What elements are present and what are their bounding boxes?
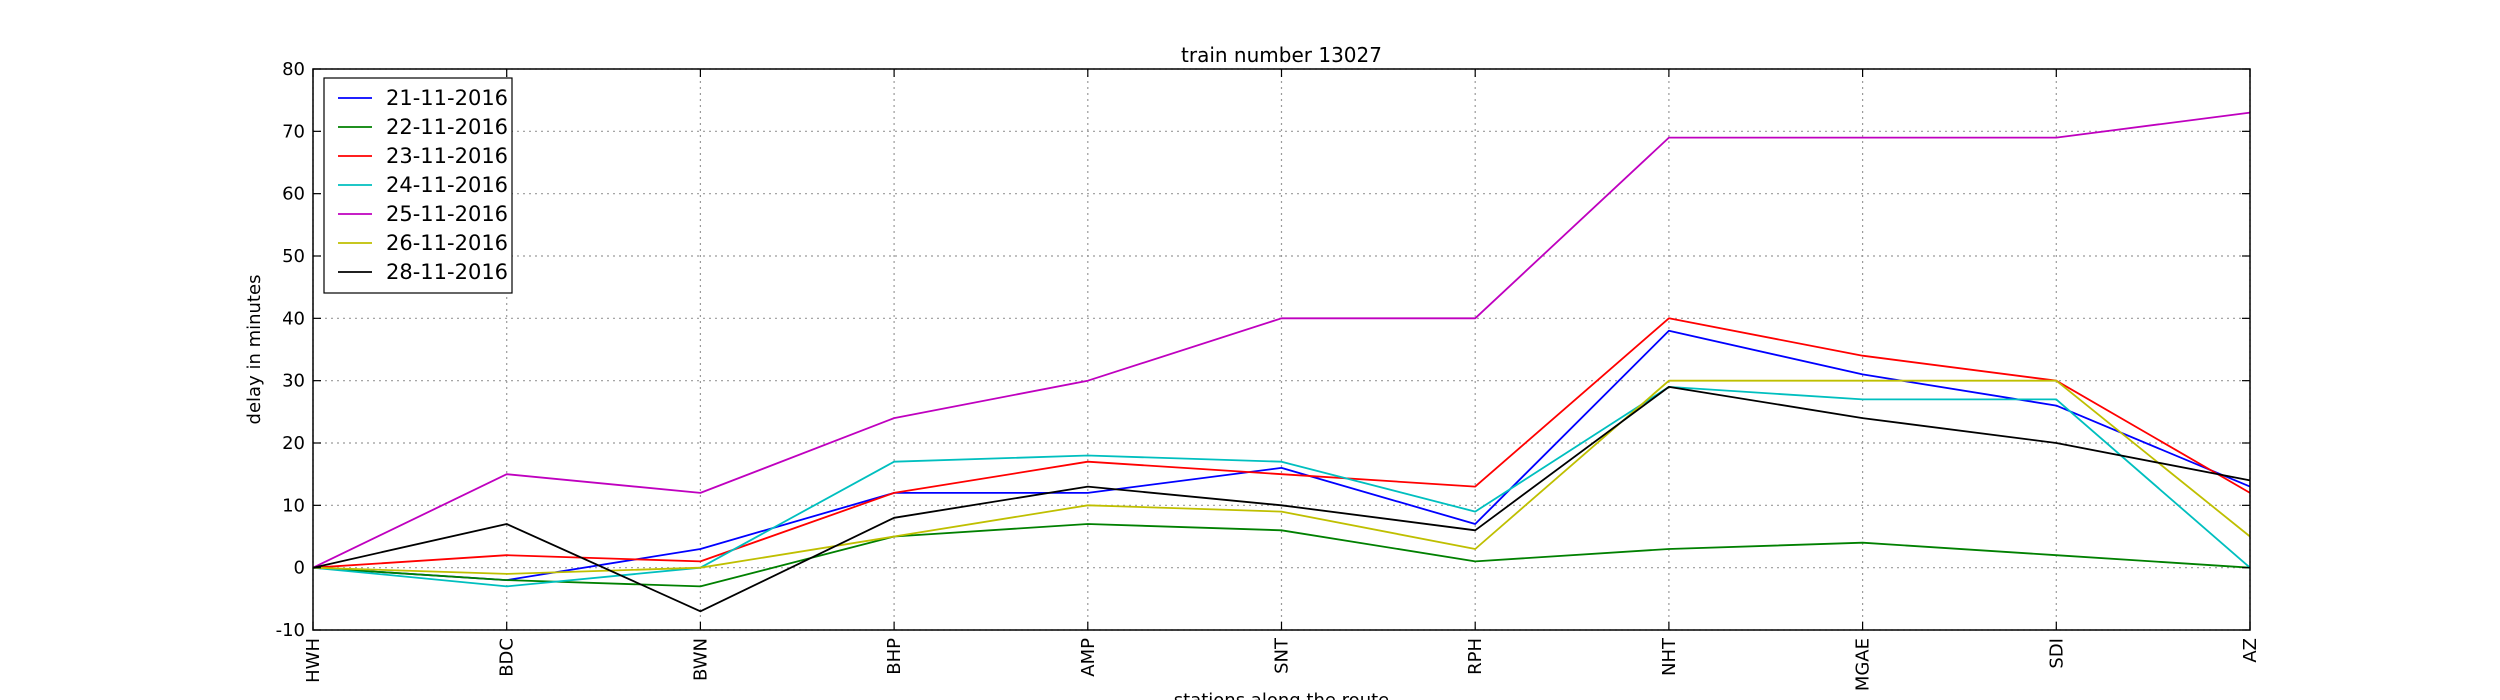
y-tick-label: 20: [282, 433, 305, 454]
x-tick-label: AZ: [2240, 638, 2261, 663]
legend: 21-11-2016 22-11-2016 23-11-2016 24-11-2016…: [323, 77, 513, 294]
grid-lines: [312, 68, 2251, 631]
x-axis-ticks: HWH BDC BWN BHP AMP SNT RPH NHT MGAE SDI AZ: [303, 69, 2261, 691]
series-line-24-11-2016: [312, 385, 2251, 588]
y-tick-label: 80: [282, 59, 305, 80]
y-tick-label: 70: [282, 121, 305, 142]
series-line-25-11-2016: [312, 111, 2251, 569]
x-tick-label: BHP: [884, 638, 905, 675]
series-line-28-11-2016: [312, 385, 2251, 613]
y-tick-label: 60: [282, 184, 305, 205]
y-tick-label: 0: [294, 558, 305, 579]
legend-label: 26-11-2016: [386, 231, 508, 255]
chart-title: train number 13027: [1181, 43, 1382, 67]
series-line-23-11-2016: [312, 317, 2251, 569]
x-tick-label: SDI: [2046, 638, 2067, 669]
x-tick-label: HWH: [303, 638, 324, 683]
series-lines: [312, 111, 2251, 613]
series-line-26-11-2016: [312, 379, 2251, 575]
y-axis-label: delay in minutes: [244, 275, 265, 425]
x-tick-label: NHT: [1659, 637, 1680, 676]
legend-label: 21-11-2016: [386, 86, 508, 110]
legend-label: 23-11-2016: [386, 144, 508, 168]
x-axis-label: stations along the route: [1174, 690, 1389, 700]
y-tick-label: -10: [276, 620, 305, 641]
x-tick-label: SNT: [1272, 637, 1293, 674]
x-tick-label: MGAE: [1853, 638, 1874, 691]
legend-label: 22-11-2016: [386, 115, 508, 139]
x-tick-label: BWN: [690, 638, 711, 681]
y-tick-label: 10: [282, 495, 305, 516]
y-tick-label: 40: [282, 308, 305, 329]
legend-label: 28-11-2016: [386, 260, 508, 284]
x-tick-label: RPH: [1465, 638, 1486, 675]
y-tick-label: 50: [282, 246, 305, 267]
x-tick-label: AMP: [1078, 638, 1099, 677]
series-line-22-11-2016: [312, 523, 2251, 588]
y-tick-label: 30: [282, 371, 305, 392]
y-axis-ticks: -10 0 10 20 30 40 50 60 70 80: [276, 59, 2250, 641]
x-tick-label: BDC: [497, 638, 518, 677]
legend-label: 24-11-2016: [386, 173, 508, 197]
legend-label: 25-11-2016: [386, 202, 508, 226]
